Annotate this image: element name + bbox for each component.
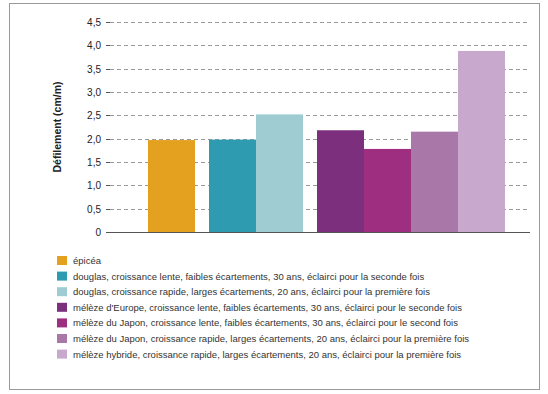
legend-label: douglas, croissance rapide, larges écart…: [73, 286, 430, 297]
legend-label: mélèze du Japon, croissance rapide, larg…: [73, 333, 469, 344]
legend-label: mélèze hybride, croissance rapide, large…: [73, 349, 461, 360]
tick-mark: [106, 115, 110, 116]
legend-swatch: [57, 334, 67, 343]
legend: épicéa douglas, croissance lente, faibles…: [57, 255, 469, 360]
bar: [148, 140, 195, 232]
tick-mark: [106, 162, 110, 163]
legend-swatch: [57, 303, 67, 312]
baseline: [110, 232, 530, 233]
bar: [458, 51, 505, 232]
legend-swatch: [57, 350, 67, 359]
legend-label: mélèze d'Europe, croissance lente, faibl…: [73, 302, 462, 313]
tick-mark: [106, 209, 110, 210]
tick-mark: [106, 22, 110, 23]
y-axis-label: Défilement (cm/m): [51, 81, 63, 172]
legend-swatch: [57, 318, 67, 327]
tick-label: 3,0: [87, 87, 101, 98]
tick-label: 0,5: [87, 204, 101, 215]
bar: [209, 140, 256, 232]
frame: [10, 4, 540, 390]
tick-label: 2,0: [87, 134, 101, 145]
tick-mark: [106, 92, 110, 93]
bar: [317, 130, 364, 232]
tick-label: 1,0: [87, 180, 101, 191]
tick-label: 2,5: [87, 110, 101, 121]
grid-line: [110, 22, 530, 23]
tick-mark: [106, 232, 110, 233]
legend-label: douglas, croissance lente, faibles écart…: [73, 271, 424, 282]
grid-line: [110, 45, 530, 46]
tick-mark: [106, 139, 110, 140]
legend-label: mélèze du Japon, croissance lente, faibl…: [73, 317, 458, 328]
tick-label: 0: [95, 227, 101, 238]
tick-label: 3,5: [87, 64, 101, 75]
tick-mark: [106, 69, 110, 70]
tick-label: 4,0: [87, 40, 101, 51]
legend-swatch: [57, 287, 67, 296]
legend-label: épicéa: [73, 255, 102, 266]
bar: [411, 132, 458, 232]
bars: [148, 51, 505, 232]
bar: [256, 114, 303, 232]
legend-swatch: [57, 256, 67, 265]
legend-swatch: [57, 272, 67, 281]
tick-mark: [106, 45, 110, 46]
tick-mark: [106, 185, 110, 186]
tick-label: 4,5: [87, 17, 101, 28]
tick-label: 1,5: [87, 157, 101, 168]
bar: [364, 149, 411, 232]
chart: 0 0,5 1,0 1,5 2,0 2,5 3,0 3,5 4,0 4,5 Défilement (…: [0, 0, 548, 394]
